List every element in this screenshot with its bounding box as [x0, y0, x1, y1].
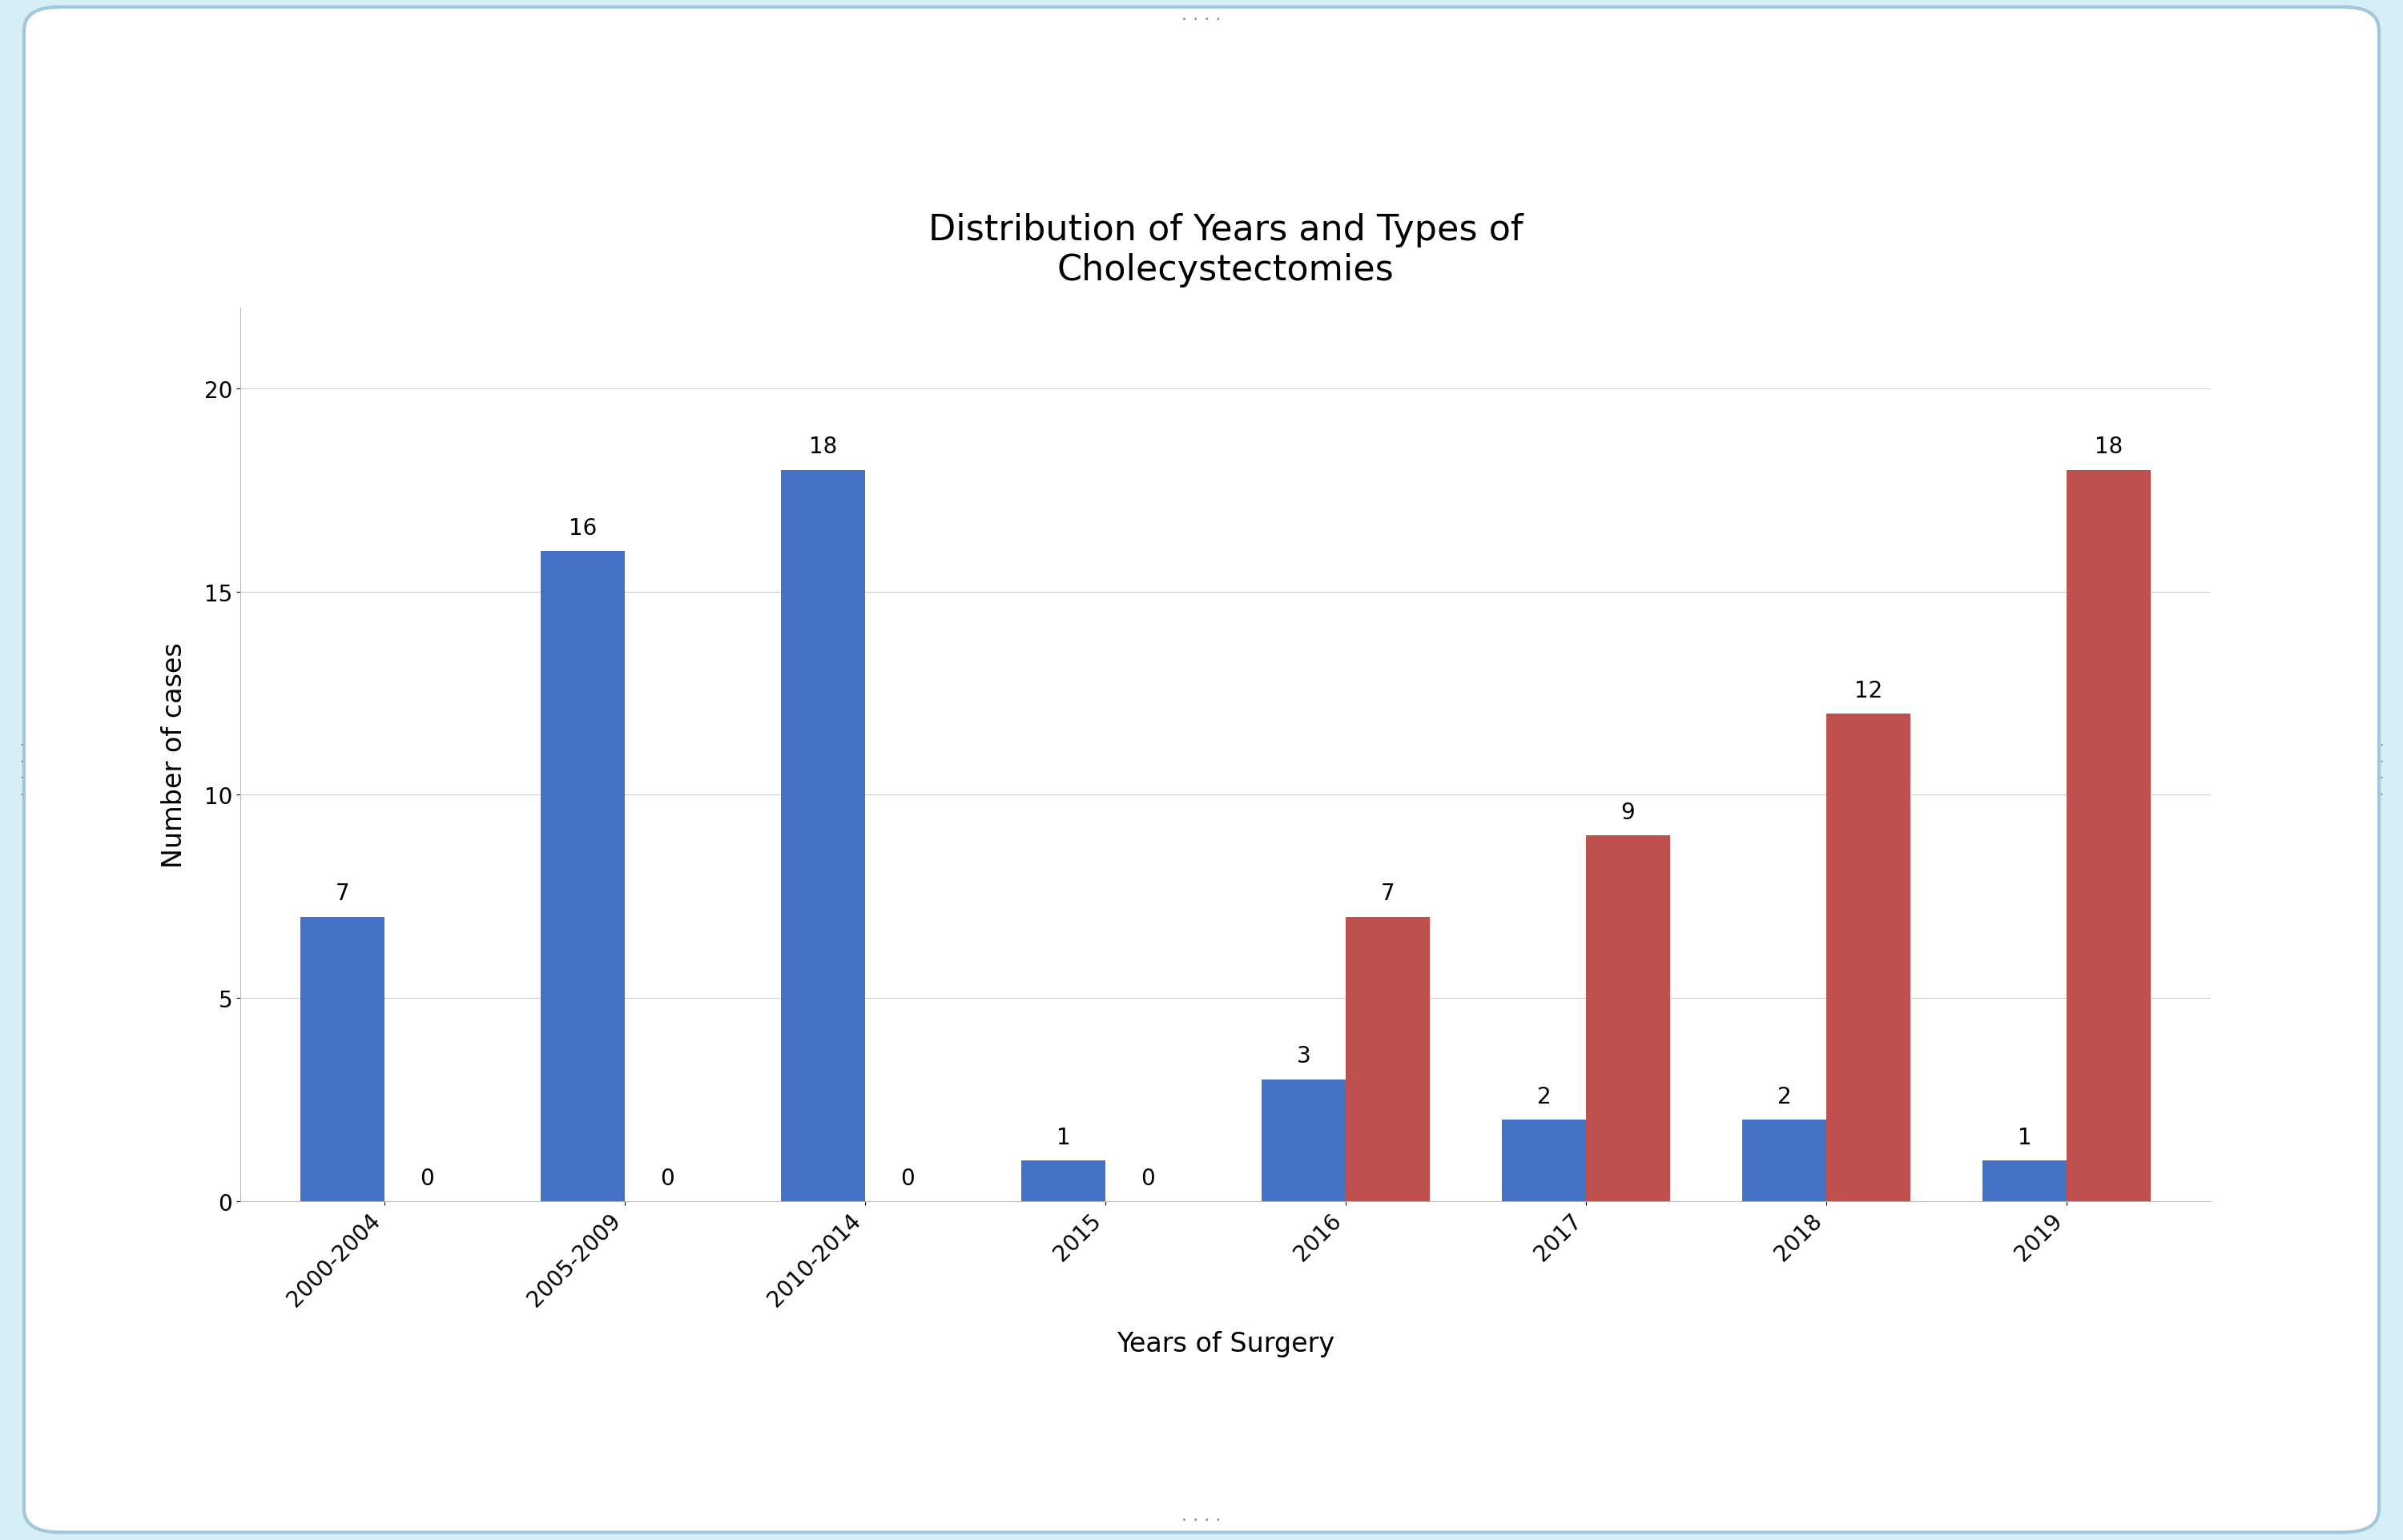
- Text: ·
·
·
·: · · · ·: [19, 738, 24, 802]
- Bar: [1826, 715, 1910, 1201]
- Text: 1: 1: [1057, 1126, 1069, 1149]
- Text: 3: 3: [1298, 1044, 1310, 1067]
- Bar: [1742, 1120, 1826, 1201]
- Text: 7: 7: [1382, 882, 1394, 906]
- Bar: [1346, 916, 1430, 1201]
- Text: 7: 7: [336, 882, 348, 906]
- Bar: [1262, 1080, 1346, 1201]
- Bar: [1021, 1161, 1105, 1201]
- Y-axis label: Number of cases: Number of cases: [161, 642, 187, 867]
- Text: 2: 2: [1538, 1086, 1550, 1107]
- FancyBboxPatch shape: [24, 8, 2379, 1532]
- Text: 1: 1: [2019, 1126, 2031, 1149]
- Text: 18: 18: [810, 436, 836, 459]
- Bar: [300, 916, 384, 1201]
- Text: 0: 0: [1141, 1167, 1153, 1189]
- Text: · · · ·: · · · ·: [1182, 1512, 1221, 1528]
- Text: 0: 0: [421, 1167, 433, 1189]
- Bar: [1586, 836, 1670, 1201]
- Bar: [781, 470, 865, 1201]
- Text: 12: 12: [1855, 679, 1882, 702]
- Text: 18: 18: [2095, 436, 2122, 459]
- Bar: [541, 551, 625, 1201]
- Text: · · · ·: · · · ·: [1182, 12, 1221, 28]
- Text: 9: 9: [1622, 801, 1634, 824]
- Text: 0: 0: [901, 1167, 913, 1189]
- Bar: [1982, 1161, 2067, 1201]
- Text: ·
·
·
·: · · · ·: [2379, 738, 2384, 802]
- Text: 2: 2: [1778, 1086, 1790, 1107]
- Bar: [1502, 1120, 1586, 1201]
- Title: Distribution of Years and Types of
Cholecystectomies: Distribution of Years and Types of Chole…: [928, 213, 1524, 288]
- X-axis label: Years of Surgery: Years of Surgery: [1117, 1331, 1334, 1357]
- Text: 16: 16: [570, 517, 596, 539]
- Bar: [2067, 470, 2151, 1201]
- Text: 0: 0: [661, 1167, 673, 1189]
